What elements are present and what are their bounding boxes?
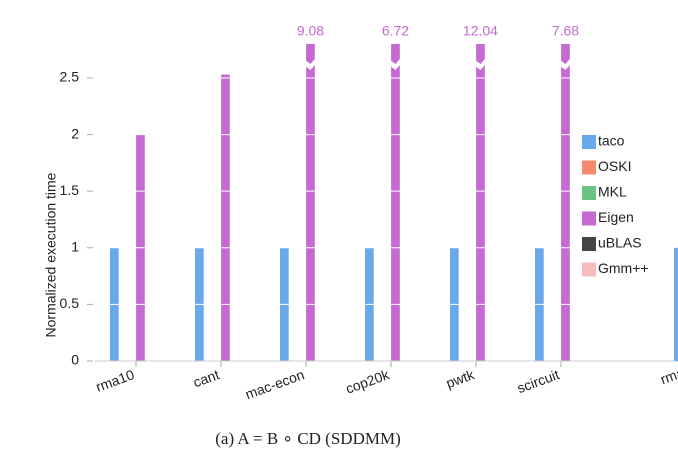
y-tick-label: 2.5 — [60, 69, 80, 85]
y-axis-label: Normalized execution time — [43, 172, 59, 337]
y-tick-label: 1.5 — [60, 182, 80, 198]
x-tick-label: pwtk — [444, 366, 477, 391]
bar — [476, 44, 485, 361]
y-tick-label: 1 — [71, 238, 79, 254]
y-tick-label: 0 — [71, 352, 79, 368]
x-tick-label: mac-econ — [243, 366, 306, 402]
legend-swatch — [582, 160, 596, 175]
next-panel-label: rma10 — [658, 359, 678, 388]
legend-swatch — [582, 135, 596, 149]
y-tick-label: 2 — [71, 125, 79, 141]
value-label: 6.72 — [382, 23, 409, 39]
x-tick-label: cant — [191, 366, 221, 390]
legend-swatch — [582, 262, 596, 277]
bar — [391, 44, 400, 361]
axis-break — [390, 58, 401, 70]
axis-break — [560, 58, 571, 70]
bar — [306, 44, 315, 361]
y-tick-label: 0.5 — [60, 295, 80, 311]
x-tick-label: cop20k — [343, 366, 392, 397]
value-label: 7.68 — [552, 23, 579, 39]
axis-break — [475, 58, 486, 70]
x-tick-label: scircuit — [515, 366, 562, 396]
legend-label: Gmm++ — [598, 260, 649, 276]
plot-area — [110, 44, 570, 361]
legend-swatch — [582, 237, 596, 251]
legend-label: MKL — [598, 184, 627, 200]
next-panel-bar — [674, 247, 678, 361]
x-tick-label: rma10 — [94, 366, 137, 395]
legend-label: OSKI — [598, 158, 631, 174]
value-label: 12.04 — [463, 23, 498, 39]
legend-swatch — [582, 211, 596, 226]
bar — [221, 74, 230, 361]
legend-swatch — [582, 186, 596, 200]
caption: (a) A = B ∘ CD (SDDMM) — [215, 429, 401, 448]
legend-label: taco — [598, 133, 625, 149]
bar — [561, 44, 570, 361]
legend-label: Eigen — [598, 209, 634, 225]
legend-label: uBLAS — [598, 235, 642, 251]
value-label: 9.08 — [297, 23, 324, 39]
axis-break — [305, 58, 316, 70]
